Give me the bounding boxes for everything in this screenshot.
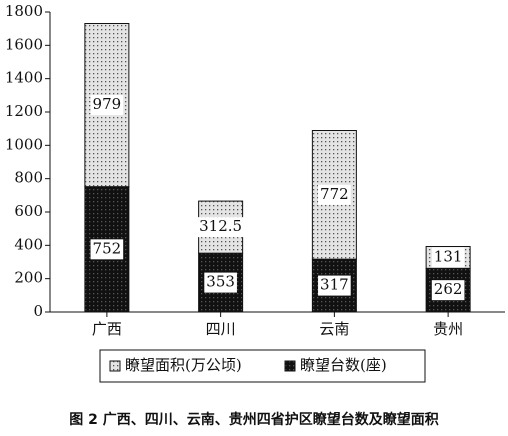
data-label-bg [197, 217, 245, 238]
data-label-bg [90, 95, 124, 116]
data-label: 312.5 [199, 217, 242, 235]
data-label-bg [204, 272, 237, 293]
legend-swatch [109, 360, 121, 372]
legend-label: 瞭望台数(座) [300, 356, 387, 374]
y-tick-label: 600 [14, 202, 43, 220]
data-label-bg [90, 239, 124, 260]
data-label: 752 [93, 239, 122, 257]
y-tick-label: 400 [14, 235, 43, 253]
x-tick-label: 四川 [206, 320, 236, 338]
data-label: 772 [320, 185, 349, 203]
data-label: 262 [434, 280, 463, 298]
data-label-bg [431, 280, 465, 301]
data-label-bg [318, 275, 351, 296]
x-tick-label: 云南 [319, 320, 349, 338]
legend-box [99, 349, 426, 383]
y-tick-label: 800 [14, 169, 43, 187]
y-tick-label: 1000 [5, 135, 43, 153]
data-label: 353 [206, 273, 235, 291]
data-label-bg [318, 184, 351, 205]
y-tick-label: 0 [33, 302, 43, 320]
y-tick-label: 1400 [5, 69, 43, 87]
y-tick-label: 1200 [5, 102, 43, 120]
y-tick-label: 200 [14, 269, 43, 287]
data-label: 131 [434, 247, 463, 265]
x-tick-label: 广西 [92, 320, 122, 338]
data-label: 317 [320, 276, 349, 294]
legend-label: 瞭望面积(万公顷) [125, 356, 242, 374]
legend-swatch [284, 360, 296, 372]
x-tick-label: 贵州 [433, 320, 463, 338]
data-label: 979 [93, 95, 122, 113]
y-tick-label: 1800 [5, 2, 43, 20]
data-label-bg [431, 247, 465, 268]
y-tick-label: 1600 [5, 35, 43, 53]
caption: 图 2 广西、四川、云南、贵州四省护区瞭望台数及瞭望面积 [69, 411, 439, 428]
